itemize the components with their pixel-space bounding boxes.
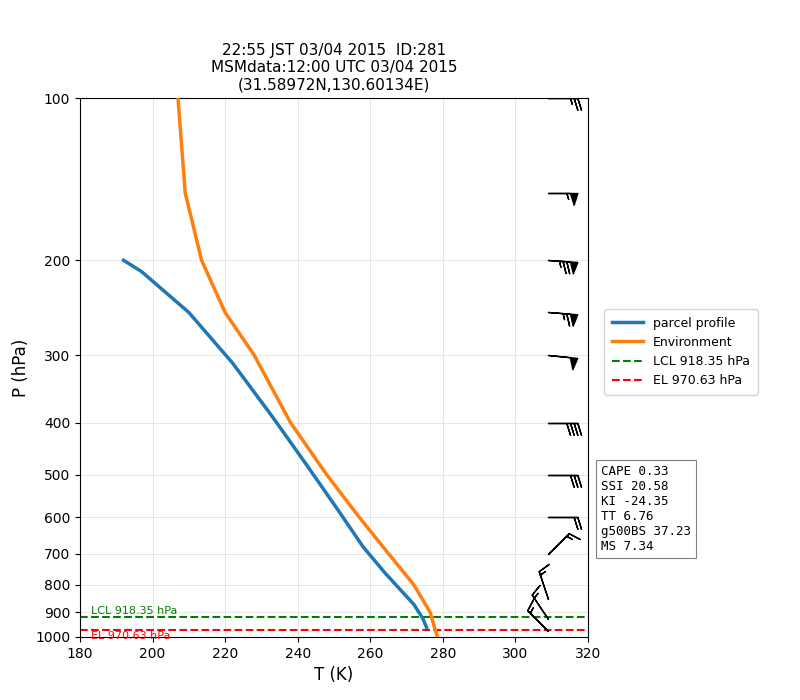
Environment <box>220 308 230 316</box>
parcel profile <box>380 568 390 577</box>
parcel profile <box>227 358 237 367</box>
parcel profile <box>118 256 128 265</box>
parcel profile <box>184 308 194 316</box>
Environment <box>250 351 259 359</box>
Environment <box>286 419 295 427</box>
parcel profile <box>267 412 277 421</box>
Environment <box>322 470 331 479</box>
X-axis label: T (K): T (K) <box>314 666 354 685</box>
parcel profile <box>137 267 146 276</box>
Text: CAPE 0.33
SSI 20.58
KI -24.35
TT 6.76
g500BS 37.23
MS 7.34: CAPE 0.33 SSI 20.58 KI -24.35 TT 6.76 g5… <box>601 465 690 552</box>
Text: EL 970.63 hPa: EL 970.63 hPa <box>91 631 170 640</box>
Environment <box>181 189 190 197</box>
Environment <box>354 513 364 522</box>
Environment <box>197 256 206 265</box>
parcel profile <box>396 587 406 595</box>
Environment <box>409 580 418 589</box>
Environment <box>426 608 435 617</box>
Legend: parcel profile, Environment, LCL 918.35 hPa, EL 970.63 hPa: parcel profile, Environment, LCL 918.35 … <box>605 309 758 395</box>
parcel profile <box>422 623 431 631</box>
parcel profile <box>418 615 428 623</box>
parcel profile <box>333 505 342 514</box>
parcel profile <box>358 542 368 551</box>
Environment <box>433 633 442 641</box>
parcel profile <box>302 461 311 470</box>
Environment <box>384 550 394 558</box>
parcel profile <box>409 600 418 608</box>
Environment <box>429 621 438 629</box>
Line: Environment: Environment <box>178 98 438 637</box>
Title: 22:55 JST 03/04 2015  ID:281
MSMdata:12:00 UTC 03/04 2015
(31.58972N,130.60134E): 22:55 JST 03/04 2015 ID:281 MSMdata:12:0… <box>210 43 458 92</box>
Line: parcel profile: parcel profile <box>123 260 426 627</box>
Y-axis label: P (hPa): P (hPa) <box>11 338 30 397</box>
Text: LCL 918.35 hPa: LCL 918.35 hPa <box>91 606 178 617</box>
Environment <box>173 94 182 102</box>
